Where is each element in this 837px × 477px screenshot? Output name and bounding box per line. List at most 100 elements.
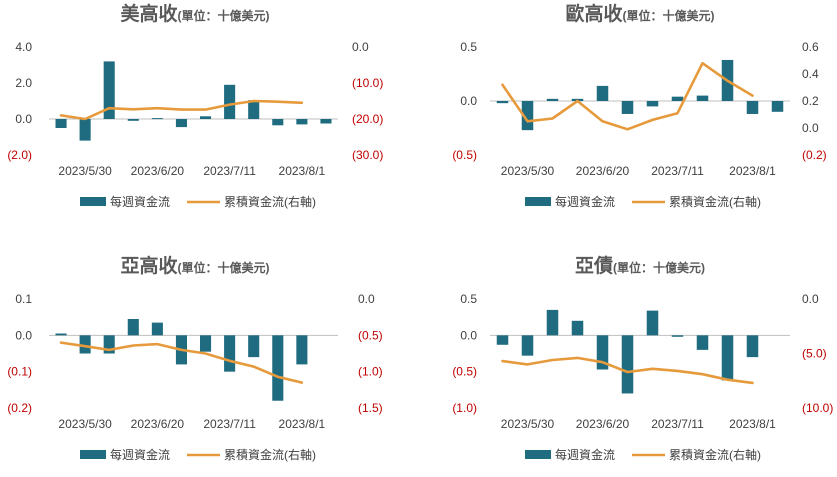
bar-weekly-flow xyxy=(296,119,308,125)
left-axis-tick-label: (2.0) xyxy=(7,148,32,162)
right-axis-tick-label: (10.0) xyxy=(352,76,383,90)
bar-weekly-flow xyxy=(103,335,115,354)
right-axis-tick-label: 0.2 xyxy=(802,94,819,108)
x-axis-tick-label: 2023/6/20 xyxy=(131,417,185,431)
legend-label-weekly: 每週資金流 xyxy=(555,194,615,209)
legend-label-cumulative: 累積資金流(右軸) xyxy=(224,194,316,209)
right-axis-tick-label: (10.0) xyxy=(802,401,833,415)
left-axis-tick-label: 4.0 xyxy=(15,40,32,54)
x-axis-tick-label: 2023/7/11 xyxy=(203,164,256,178)
legend-bar-swatch xyxy=(80,197,106,206)
chart-panel-4: 亞債(單位：十億美元) 0.5 0.0 (0.5) (1.0) 0.0 (5.0) (10.0… xyxy=(452,254,833,462)
right-axis-tick-label: 0.4 xyxy=(802,67,819,81)
bar-weekly-flow xyxy=(296,335,308,365)
left-axis-tick-label: (0.5) xyxy=(452,365,477,379)
chart-title: 歐高收(單位：十億美元) xyxy=(565,2,714,25)
bar-weekly-flow xyxy=(746,101,759,114)
bar-weekly-flow xyxy=(224,335,236,372)
chart-subtitle: (單位：十億美元) xyxy=(178,8,270,23)
legend-bar-swatch xyxy=(80,450,106,459)
x-axis-tick-label: 2023/6/20 xyxy=(576,164,630,178)
bar-weekly-flow xyxy=(55,119,67,128)
right-axis-tick-label: (20.0) xyxy=(352,112,383,126)
bar-weekly-flow xyxy=(79,335,91,354)
bar-weekly-flow xyxy=(596,85,609,101)
bar-weekly-flow xyxy=(746,335,759,358)
chart-panel-2: 歐高收(單位：十億美元) 0.5 0.0 (0.5) 0.6 0.4 0.2 0.0 (0.2)… xyxy=(452,2,826,209)
bar-weekly-flow xyxy=(496,101,509,104)
x-axis-tick-label: 2023/5/30 xyxy=(501,417,555,431)
bar-weekly-flow xyxy=(320,119,332,124)
line-cumulative-flow xyxy=(59,99,304,121)
x-axis-tick-label: 2023/8/1 xyxy=(279,417,326,431)
left-axis-tick-label: 0.1 xyxy=(15,292,32,306)
legend-label-weekly: 每週資金流 xyxy=(110,447,170,462)
legend-bar-swatch xyxy=(525,450,551,459)
bar-weekly-flow xyxy=(272,335,284,401)
left-axis-tick-label: (0.5) xyxy=(452,148,477,162)
bar-weekly-flow xyxy=(55,333,67,336)
right-axis-tick-label: 0.0 xyxy=(802,121,819,135)
left-axis-tick-label: 0.5 xyxy=(460,292,477,306)
bar-weekly-flow xyxy=(621,101,634,114)
left-axis-tick-label: (0.1) xyxy=(7,365,32,379)
bar-weekly-flow xyxy=(571,320,584,336)
left-axis-tick-label: 0.0 xyxy=(460,94,477,108)
right-axis-tick-label: 0.0 xyxy=(802,292,819,306)
legend-label-cumulative: 累積資金流(右軸) xyxy=(669,447,761,462)
bar-weekly-flow xyxy=(248,335,260,358)
bar-weekly-flow xyxy=(671,96,684,101)
x-axis-tick-label: 2023/8/1 xyxy=(729,417,776,431)
bar-weekly-flow xyxy=(696,335,709,350)
x-axis-tick-label: 2023/7/11 xyxy=(203,417,256,431)
bar-weekly-flow xyxy=(248,100,260,119)
chart-title-main: 亞高收 xyxy=(120,254,177,277)
bar-weekly-flow xyxy=(151,322,163,336)
right-axis-tick-label: (0.2) xyxy=(802,148,827,162)
chart-title: 美高收(單位：十億美元) xyxy=(120,2,269,25)
right-axis-tick-label: (1.0) xyxy=(358,365,383,379)
x-axis-tick-label: 2023/8/1 xyxy=(729,164,776,178)
x-axis-tick-label: 2023/6/20 xyxy=(131,164,185,178)
bar-weekly-flow xyxy=(103,61,115,119)
bar-weekly-flow xyxy=(496,335,509,345)
bar-weekly-flow xyxy=(771,101,784,112)
bar-weekly-flow xyxy=(224,84,236,119)
bar-weekly-flow xyxy=(546,98,559,101)
bar-weekly-flow xyxy=(646,310,659,336)
chart-subtitle: (單位：十億美元) xyxy=(613,260,705,275)
right-axis-tick-label: 0.0 xyxy=(358,292,375,306)
bar-weekly-flow xyxy=(200,335,212,352)
left-axis-tick-label: 0.0 xyxy=(460,328,477,342)
x-axis-tick-label: 2023/5/30 xyxy=(501,164,555,178)
bar-weekly-flow xyxy=(646,101,659,107)
x-axis-tick-label: 2023/5/30 xyxy=(58,417,112,431)
bar-weekly-flow xyxy=(79,119,91,141)
line-cumulative-flow xyxy=(59,341,304,384)
right-axis-tick-label: 0.0 xyxy=(352,40,369,54)
bar-weekly-flow xyxy=(671,335,684,337)
legend-bar-swatch xyxy=(525,197,551,206)
left-axis-tick-label: 2.0 xyxy=(15,76,32,90)
bar-weekly-flow xyxy=(621,335,634,394)
chart-panel-1: 美高收(單位：十億美元) 4.0 2.0 0.0 (2.0) 0.0 (10.0) (20.0… xyxy=(7,2,383,209)
bar-weekly-flow xyxy=(200,116,212,119)
legend-label-cumulative: 累積資金流(右軸) xyxy=(669,194,761,209)
line-cumulative-flow xyxy=(501,61,754,131)
chart-title: 亞債(單位：十億美元) xyxy=(575,254,705,277)
bar-weekly-flow xyxy=(175,119,187,128)
right-axis-tick-label: 0.6 xyxy=(802,40,819,54)
left-axis-tick-label: 0.5 xyxy=(460,40,477,54)
legend-label-cumulative: 累積資金流(右軸) xyxy=(224,447,316,462)
legend-label-weekly: 每週資金流 xyxy=(110,194,170,209)
legend-label-weekly: 每週資金流 xyxy=(555,447,615,462)
bar-weekly-flow xyxy=(272,119,284,126)
bar-weekly-flow xyxy=(127,318,139,336)
chart-title-main: 美高收 xyxy=(120,2,177,25)
bar-weekly-flow xyxy=(521,101,534,131)
line-cumulative-flow xyxy=(501,356,754,385)
left-axis-tick-label: 0.0 xyxy=(15,112,32,126)
x-axis-tick-label: 2023/6/20 xyxy=(576,417,630,431)
x-axis-tick-label: 2023/7/11 xyxy=(651,164,704,178)
